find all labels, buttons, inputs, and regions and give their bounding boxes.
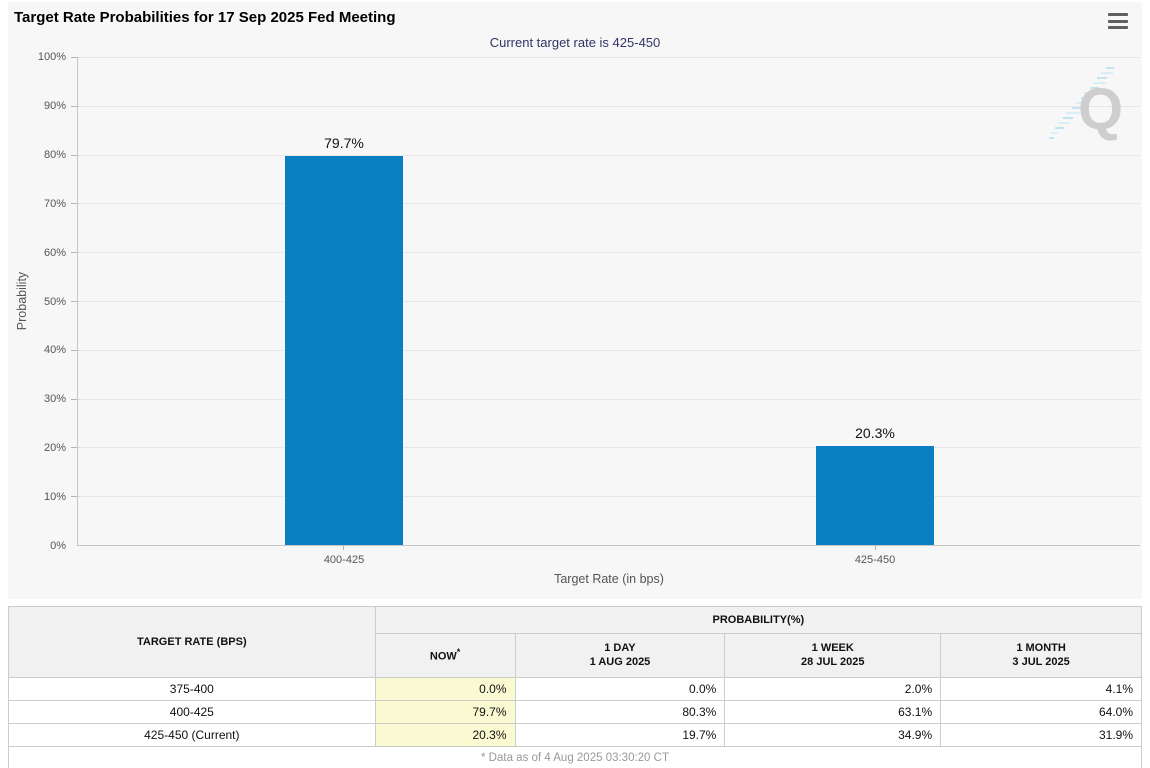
bar-400-425[interactable]: [285, 156, 403, 545]
chart-panel: Target Rate Probabilities for 17 Sep 202…: [8, 2, 1142, 599]
gridline: [71, 57, 1140, 58]
y-tick-label: 100%: [37, 51, 66, 63]
watermark-letter: Q: [1078, 77, 1123, 142]
y-axis-labels: 100% 90% 80% 70% 60% 50% 40% 30% 20% 10%…: [8, 51, 70, 552]
y-tick-label: 0%: [50, 540, 66, 552]
gridline: [71, 252, 1140, 254]
x-category-label: 400-425: [323, 554, 365, 566]
footnote-asterisk: *: [456, 646, 461, 657]
chart-title: Target Rate Probabilities for 17 Sep 202…: [14, 9, 396, 26]
col-header-1month: 1 MONTH 3 JUL 2025: [940, 633, 1142, 678]
bar-425-450[interactable]: [816, 445, 934, 545]
table-row: 375-400 0.0% 0.0% 2.0% 4.1%: [8, 676, 1142, 701]
day-value-cell: 80.3%: [514, 699, 726, 724]
chart-subtitle: Current target rate is 425-450: [489, 35, 661, 50]
day-value-cell: 19.7%: [514, 722, 726, 747]
rate-range-cell: 375-400: [8, 676, 376, 701]
x-tick: [875, 545, 876, 550]
y-tick-label: 90%: [43, 99, 66, 112]
gridline: [71, 398, 1140, 400]
y-tick-label: 70%: [43, 197, 66, 210]
bar-data-label: 79.7%: [324, 135, 364, 152]
table-row: 400-425 79.7% 80.3% 63.1% 64.0%: [8, 699, 1142, 724]
now-value-cell: 79.7%: [374, 699, 516, 724]
y-tick-label: 20%: [43, 442, 66, 455]
y-tick-label: 10%: [43, 491, 66, 504]
col-header-target-rate: TARGET RATE (BPS): [8, 606, 376, 678]
gridline: [71, 496, 1140, 498]
month-value-cell: 4.1%: [940, 676, 1142, 701]
month-value-cell: 31.9%: [940, 722, 1142, 747]
week-value-cell: 2.0%: [724, 676, 942, 701]
gridline: [71, 447, 1140, 449]
table-row: 425-450 (Current) 20.3% 19.7% 34.9% 31.9…: [8, 722, 1142, 747]
table-footnote-row: * Data as of 4 Aug 2025 03:30:20 CT: [8, 745, 1142, 768]
quikstrike-watermark-icon: Q: [1048, 63, 1124, 154]
x-tick: [343, 545, 344, 550]
col-header-1week: 1 WEEK 28 JUL 2025: [724, 633, 942, 678]
now-value-cell: 0.0%: [374, 676, 516, 701]
week-value-cell: 34.9%: [724, 722, 942, 747]
hamburger-menu-icon[interactable]: [1108, 13, 1128, 29]
rate-range-cell: 425-450 (Current): [8, 722, 376, 747]
gridline: [71, 105, 1140, 107]
gridline: [71, 301, 1140, 302]
x-category-label: 425-450: [854, 554, 896, 566]
now-value-cell: 20.3%: [374, 722, 516, 747]
data-as-of-footnote: * Data as of 4 Aug 2025 03:30:20 CT: [8, 745, 1142, 768]
y-tick-label: 40%: [43, 344, 66, 357]
col-header-1day: 1 DAY 1 AUG 2025: [514, 633, 726, 678]
y-tick-label: 80%: [43, 148, 66, 161]
y-tick-label: 60%: [43, 246, 66, 259]
y-tick-label: 30%: [43, 393, 66, 406]
plot-area: Q 79.7% 20.3% 400-425 425-450 Target Rat…: [71, 57, 1140, 586]
month-value-cell: 64.0%: [940, 699, 1142, 724]
gridline: [71, 154, 1140, 156]
x-axis-title: Target Rate (in bps): [554, 572, 664, 586]
y-tick-label: 50%: [43, 295, 66, 308]
rate-range-cell: 400-425: [8, 699, 376, 724]
probability-table: TARGET RATE (BPS) PROBABILITY(%) NOW* 1 …: [8, 606, 1143, 768]
bar-data-label: 20.3%: [855, 424, 895, 441]
gridline: [71, 203, 1140, 205]
day-value-cell: 0.0%: [514, 676, 726, 701]
gridline: [71, 349, 1140, 351]
group-header-probability: PROBABILITY(%): [374, 606, 1143, 634]
col-header-now: NOW*: [374, 633, 516, 678]
week-value-cell: 63.1%: [724, 699, 942, 724]
